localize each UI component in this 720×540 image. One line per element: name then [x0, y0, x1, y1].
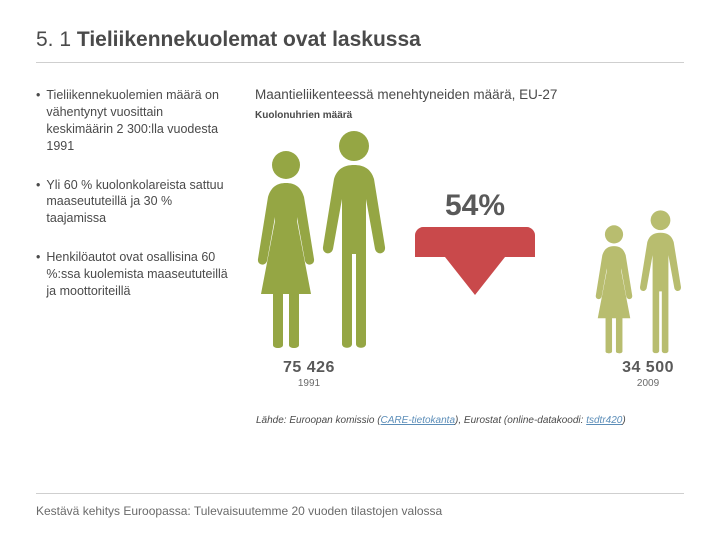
value-1991: 75 426 1991: [283, 359, 335, 389]
figures-1991: [255, 129, 389, 349]
female-icon: [593, 224, 635, 354]
chart-title: Maantieliikenteessä menehtyneiden määrä,…: [255, 87, 684, 102]
count-2009: 34 500: [622, 359, 674, 377]
bullet-list: •Tieliikennekuolemien määrä on vähentyny…: [36, 87, 231, 409]
title-prefix: 5. 1: [36, 28, 77, 51]
footer-text: Kestävä kehitys Euroopassa: Tulevaisuute…: [36, 493, 684, 518]
count-1991: 75 426: [283, 359, 335, 377]
source-label: Lähde:: [256, 415, 287, 426]
year-2009: 2009: [622, 378, 674, 389]
chart-subtitle: Kuolonuhrien määrä: [255, 110, 684, 121]
bullet-item: •Henkilöautot ovat osallisina 60 %:ssa k…: [36, 249, 231, 300]
arrow-down-icon: [415, 227, 535, 297]
title-main: Tieliikennekuolemat ovat laskussa: [77, 28, 421, 51]
source-link-care[interactable]: CARE-tietokanta: [381, 415, 455, 426]
source-line: Lähde: Euroopan komissio (CARE-tietokant…: [256, 415, 684, 426]
source-link-eurostat[interactable]: tsdtr420: [586, 415, 622, 426]
source-text: Euroopan komissio (: [287, 415, 381, 426]
infographic: 54%: [255, 129, 684, 409]
bullet-text: Tieliikennekuolemien määrä on vähentynyt…: [46, 87, 231, 155]
year-1991: 1991: [283, 378, 335, 389]
bullet-text: Yli 60 % kuolonkolareista sattuu maaseut…: [46, 177, 231, 228]
female-icon: [255, 149, 317, 349]
male-icon: [637, 209, 684, 354]
source-text: ), Eurostat (online-datakoodi:: [455, 415, 586, 426]
slide-title: 5. 1 Tieliikennekuolemat ovat laskussa: [36, 28, 684, 63]
value-2009: 34 500 2009: [622, 359, 674, 389]
source-text: ): [622, 415, 625, 426]
bullet-text: Henkilöautot ovat osallisina 60 %:ssa ku…: [46, 249, 231, 300]
male-icon: [319, 129, 389, 349]
bullet-item: •Tieliikennekuolemien määrä on vähentyny…: [36, 87, 231, 155]
percent-value: 54%: [415, 189, 535, 223]
decrease-arrow: 54%: [415, 189, 535, 302]
figures-2009: [593, 209, 684, 354]
bullet-item: •Yli 60 % kuolonkolareista sattuu maaseu…: [36, 177, 231, 228]
